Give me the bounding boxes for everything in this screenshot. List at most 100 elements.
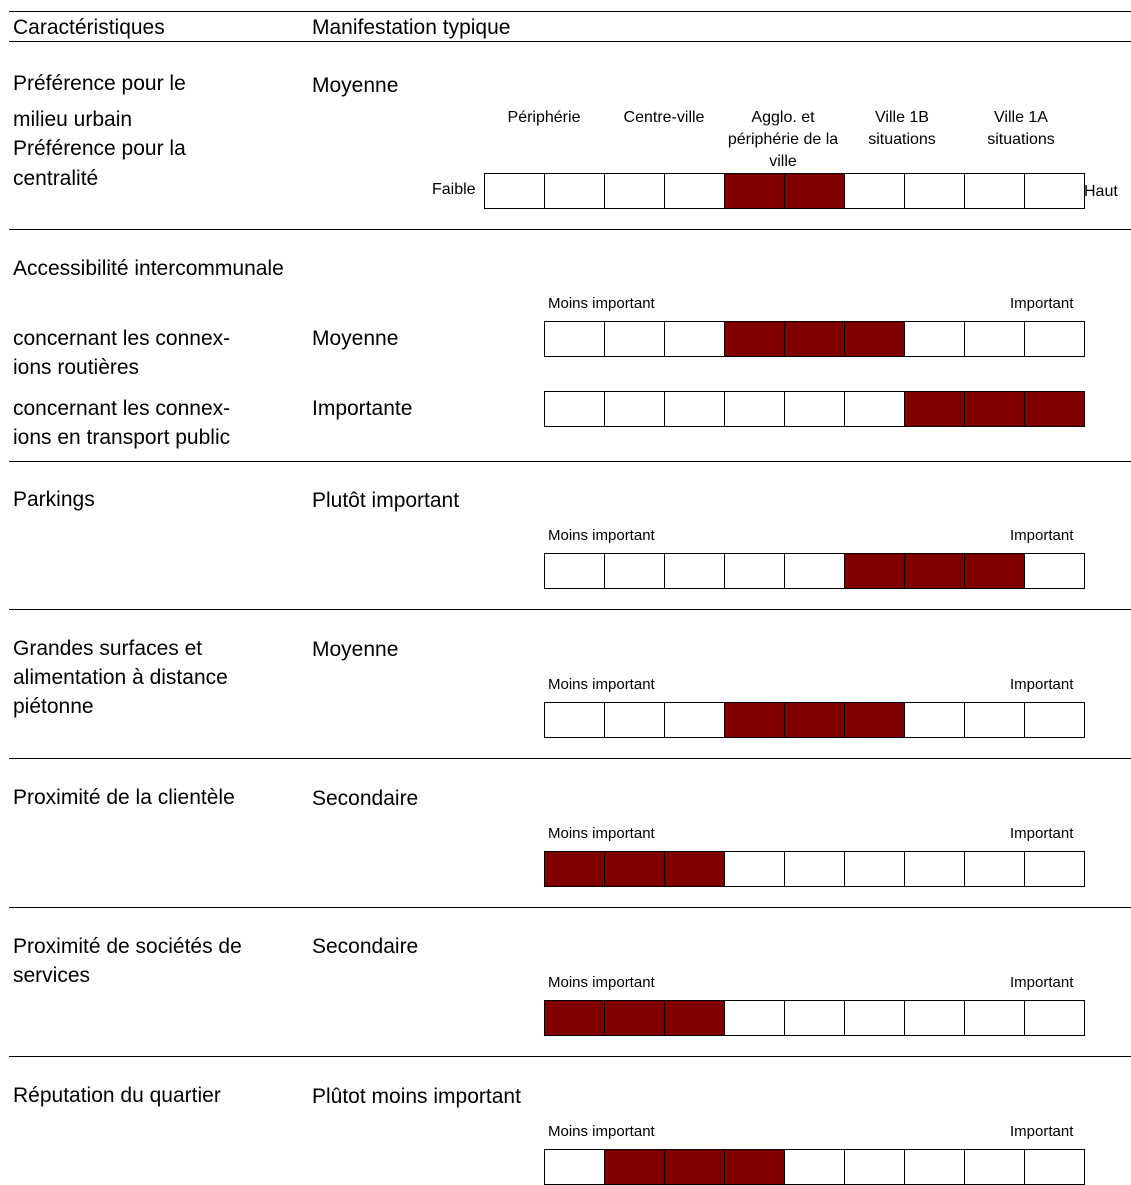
rating-cell-filled: [785, 322, 845, 356]
rating-cell-filled: [605, 1001, 665, 1035]
rating-cell-empty: [665, 554, 725, 588]
rating-cell-filled: [605, 852, 665, 886]
rating-cell-empty: [605, 174, 665, 208]
rating-cell-filled: [545, 1001, 605, 1035]
rating-cell-empty: [605, 554, 665, 588]
row-rule: [9, 1056, 1131, 1057]
rating-cell-empty: [725, 392, 785, 426]
category-label: Périphérie: [507, 109, 581, 126]
rating-cell-empty: [965, 1001, 1025, 1035]
rating-cell-empty: [965, 174, 1025, 208]
rating-cell-empty: [845, 392, 905, 426]
row-rule: [9, 758, 1131, 759]
rating-bar: [544, 851, 1085, 887]
rating-cell-empty: [725, 852, 785, 886]
rating-cell-empty: [725, 554, 785, 588]
row-rule: [9, 461, 1131, 462]
rating-cell-empty: [845, 174, 905, 208]
row-rule: [9, 229, 1131, 230]
row-label-line: centralité: [13, 167, 99, 190]
rating-cell-filled: [785, 174, 845, 208]
scale-high-label: Important: [1010, 295, 1074, 312]
rating-cell-filled: [665, 1150, 725, 1184]
rating-cell-empty: [545, 322, 605, 356]
rating-cell-filled: [845, 554, 905, 588]
row-label-line: Parkings: [13, 488, 95, 511]
rating-cell-empty: [605, 392, 665, 426]
rating-bar: [544, 1149, 1085, 1185]
rating-cell-empty: [545, 703, 605, 737]
row-label-line: milieu urbain: [13, 108, 133, 131]
row-value: Plutôt important: [312, 489, 460, 512]
rating-cell-empty: [665, 322, 725, 356]
scale-high-label: Important: [1010, 825, 1074, 842]
category-label: Centre-ville: [623, 109, 705, 126]
rating-cell-filled: [725, 174, 785, 208]
scale-high-label: Important: [1010, 974, 1074, 991]
scale-low-label: Moins important: [548, 676, 655, 693]
category-label: Ville 1A situations: [987, 109, 1055, 148]
rating-cell-empty: [545, 174, 605, 208]
rating-cell-empty: [1025, 554, 1085, 588]
row-label-line: ions routières: [13, 356, 140, 379]
category-label: Agglo. et périphérie de la ville: [727, 109, 839, 170]
row-label-line: piétonne: [13, 695, 94, 718]
rating-cell-empty: [1025, 703, 1085, 737]
scale-high-label: Important: [1010, 527, 1074, 544]
rating-cell-empty: [845, 1150, 905, 1184]
rating-cell-filled: [845, 703, 905, 737]
rating-cell-empty: [1025, 1150, 1085, 1184]
rating-cell-empty: [905, 852, 965, 886]
category-label: Ville 1B situations: [868, 109, 936, 148]
rating-cell-empty: [1025, 852, 1085, 886]
scale-low-label: Moins important: [548, 1123, 655, 1140]
row-label-line: concernant les connex-: [13, 397, 231, 420]
scale-faible-label: Faible: [432, 181, 476, 198]
rating-cell-filled: [725, 703, 785, 737]
rating-cell-filled: [905, 554, 965, 588]
rating-cell-filled: [1025, 392, 1085, 426]
rating-cell-filled: [725, 1150, 785, 1184]
scale-low-label: Moins important: [548, 974, 655, 991]
rating-cell-empty: [905, 1150, 965, 1184]
rating-cell-empty: [845, 852, 905, 886]
rating-cell-filled: [965, 392, 1025, 426]
rating-cell-empty: [785, 554, 845, 588]
rating-cell-empty: [1025, 1001, 1085, 1035]
rating-bar: [544, 1000, 1085, 1036]
scale-high-label: Important: [1010, 1123, 1074, 1140]
row-value: Plûtot moins important: [312, 1085, 521, 1108]
rating-cell-empty: [1025, 174, 1085, 208]
row-value: Moyenne: [312, 638, 399, 661]
rating-cell-empty: [665, 392, 725, 426]
rating-cell-empty: [665, 703, 725, 737]
row-label-line: Proximité de sociétés de: [13, 935, 242, 958]
rating-cell-empty: [965, 1150, 1025, 1184]
top-rule: [9, 11, 1131, 12]
rating-cell-filled: [785, 703, 845, 737]
rating-cell-empty: [785, 852, 845, 886]
rating-cell-empty: [905, 703, 965, 737]
rating-cell-empty: [605, 322, 665, 356]
rating-cell-filled: [905, 392, 965, 426]
row-label-line: ions en transport public: [13, 426, 231, 449]
rating-cell-filled: [845, 322, 905, 356]
rating-bar: [484, 173, 1085, 209]
header-manifestation: Manifestation typique: [312, 16, 511, 39]
scale-haut-label: Haut: [1084, 183, 1118, 200]
row-value: Secondaire: [312, 787, 419, 810]
row-label-line: Proximité de la clientèle: [13, 786, 235, 809]
row-label-line: services: [13, 964, 91, 987]
row-value: Importante: [312, 397, 413, 420]
row-value: Moyenne: [312, 74, 399, 97]
row-label-line: Réputation du quartier: [13, 1084, 221, 1107]
rating-cell-empty: [605, 703, 665, 737]
rating-cell-filled: [605, 1150, 665, 1184]
row-value: Moyenne: [312, 327, 399, 350]
row-label-line: Préférence pour le: [13, 72, 186, 95]
rating-cell-empty: [725, 1001, 785, 1035]
rating-bar: [544, 702, 1085, 738]
rating-cell-filled: [665, 1001, 725, 1035]
rating-cell-empty: [845, 1001, 905, 1035]
rating-cell-empty: [1025, 322, 1085, 356]
